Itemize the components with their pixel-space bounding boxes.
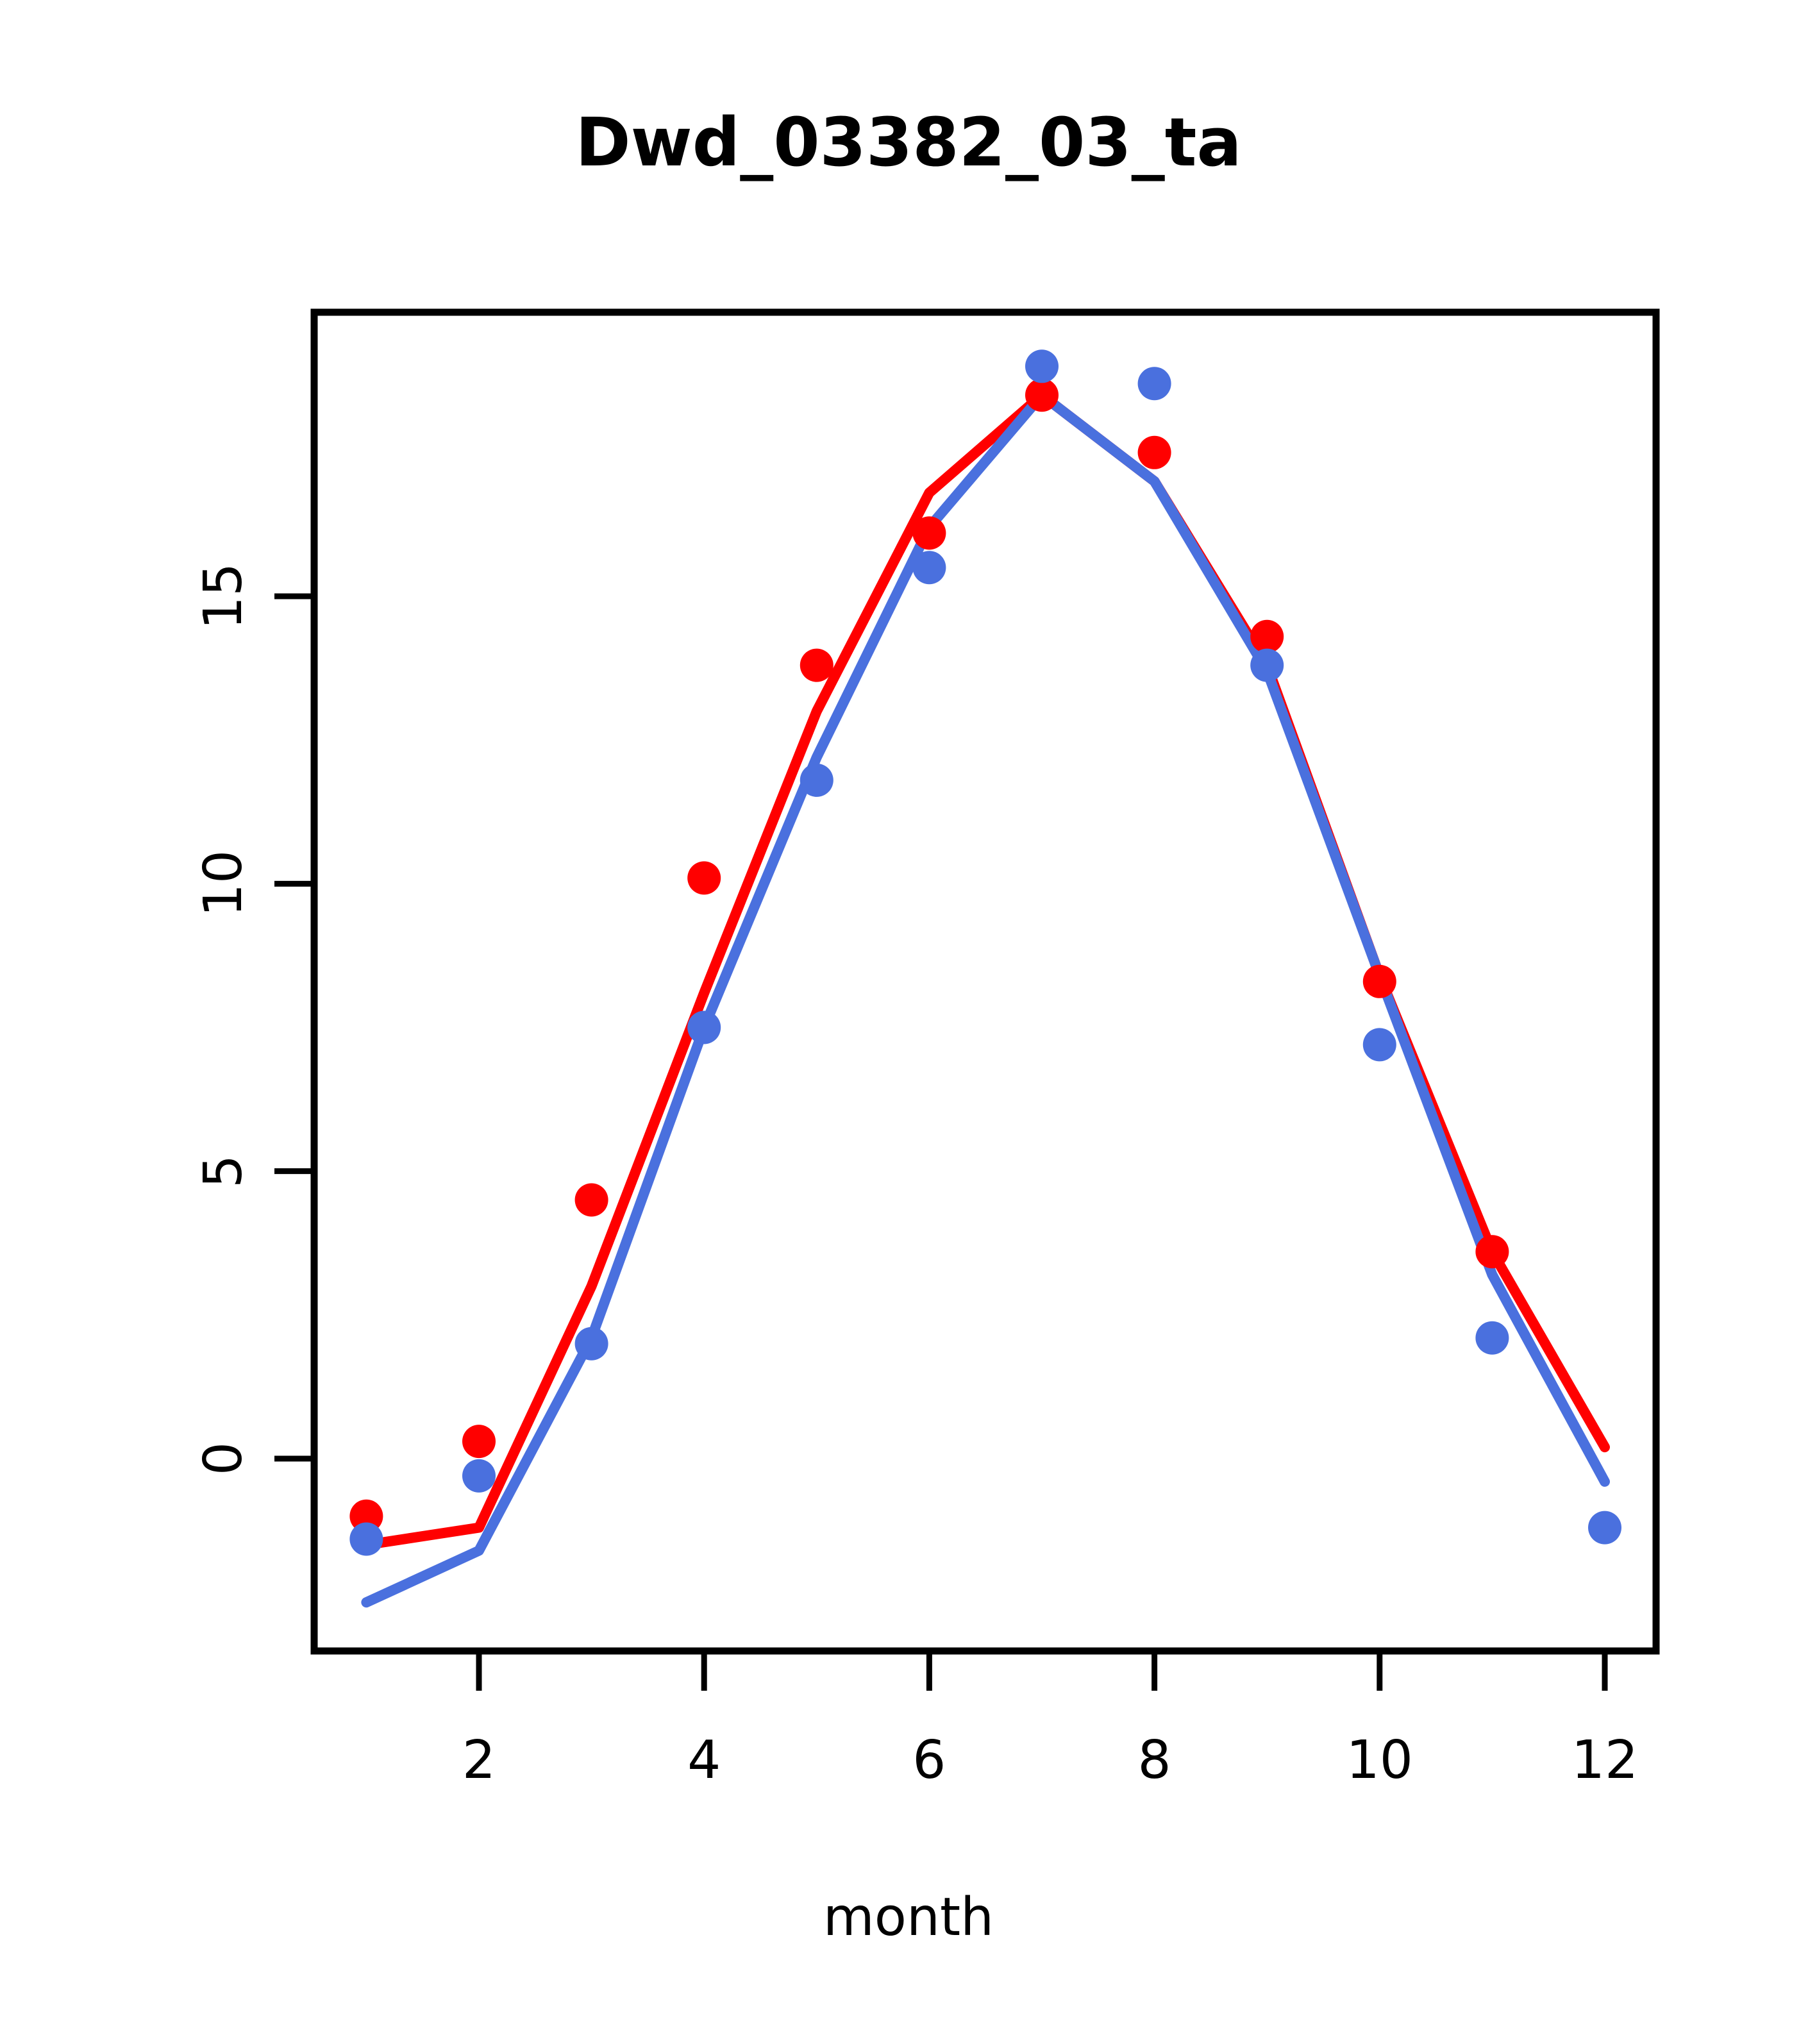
data-point-blue-points — [1475, 1321, 1509, 1355]
y-tick-label: 15 — [193, 562, 255, 630]
data-point-red-points — [462, 1425, 496, 1459]
data-point-blue-points — [1250, 648, 1284, 682]
data-point-red-points — [1025, 378, 1059, 412]
x-tick-label: 10 — [1346, 1730, 1413, 1791]
plot-box-border — [310, 308, 1660, 1655]
y-tick-label: 0 — [193, 1441, 255, 1476]
x-tick-label: 6 — [912, 1730, 946, 1791]
data-point-red-points — [912, 516, 946, 550]
data-point-blue-points — [1588, 1511, 1621, 1545]
x-axis-label: month — [823, 1887, 994, 1948]
series-line-blue-line — [361, 390, 1610, 1608]
data-point-blue-points — [1137, 367, 1171, 401]
x-axis-ticks — [476, 1651, 1608, 1691]
data-point-blue-points — [1025, 349, 1059, 383]
data-point-red-points — [1137, 435, 1171, 469]
x-tick-label: 12 — [1571, 1730, 1639, 1791]
data-point-blue-points — [462, 1459, 496, 1493]
plot-frame — [310, 308, 1660, 1655]
x-tick-label: 4 — [687, 1730, 721, 1791]
data-point-red-points — [800, 648, 833, 682]
data-point-blue-points — [349, 1522, 383, 1556]
page-title: Dwd_03382_03_ta — [575, 103, 1242, 181]
data-point-blue-points — [687, 1010, 721, 1044]
data-point-blue-points — [800, 763, 833, 797]
data-point-red-points — [349, 1499, 383, 1533]
data-point-blue-points — [1362, 1028, 1396, 1062]
data-point-red-points — [1475, 1235, 1509, 1269]
data-point-blue-points — [574, 1327, 608, 1361]
data-point-red-points — [1250, 619, 1284, 653]
x-tick-label: 2 — [462, 1730, 496, 1791]
data-series-layer — [349, 349, 1621, 1608]
y-axis-ticks — [274, 593, 314, 1462]
x-tick-label: 8 — [1137, 1730, 1171, 1791]
series-line-red-line — [361, 390, 1610, 1550]
data-point-blue-points — [912, 551, 946, 585]
data-point-red-points — [687, 861, 721, 895]
data-point-red-points — [1362, 964, 1396, 998]
y-tick-label: 5 — [193, 1154, 255, 1188]
y-tick-label: 10 — [193, 850, 255, 917]
data-point-red-points — [574, 1183, 608, 1217]
